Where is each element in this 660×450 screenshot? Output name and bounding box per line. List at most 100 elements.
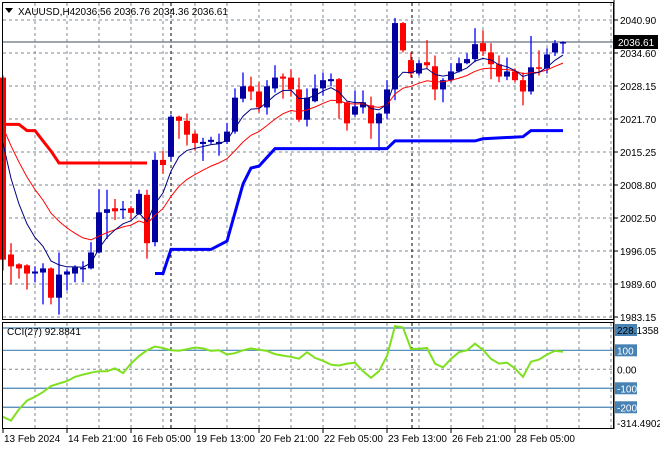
candle-body: [400, 23, 406, 51]
candle-body: [432, 66, 438, 90]
cci-level-box: [615, 344, 637, 357]
upper-step-line: [3, 122, 147, 165]
grid: [3, 3, 613, 428]
candle-body: [80, 267, 86, 270]
time-label: 22 Feb 05:00: [324, 434, 383, 445]
candle-body: [240, 86, 246, 99]
candle-body: [128, 208, 134, 213]
symbol-label: XAUUSD,H4: [18, 7, 76, 18]
candle-body: [224, 131, 230, 142]
candle-body: [296, 89, 302, 120]
candle-body: [112, 208, 118, 212]
price-label: 1996.05: [620, 247, 657, 258]
candle-body: [288, 77, 294, 90]
candle-body: [360, 102, 366, 108]
candle-body: [8, 254, 14, 267]
time-label: 23 Feb 13:00: [388, 434, 447, 445]
candle-body: [520, 80, 526, 92]
current-price-label: 2036.61: [618, 38, 655, 49]
time-label: 13 Feb 2024: [4, 434, 61, 445]
candle-body: [408, 60, 414, 74]
triangle-down-icon[interactable]: [5, 8, 13, 13]
cci-panel: 100 0.00 -100 -200 228.1358 -314.4902: [2, 324, 660, 430]
candle-body: [472, 44, 478, 60]
candle-body: [64, 271, 70, 275]
candle-body: [368, 105, 374, 124]
time-label: 20 Feb 21:00: [260, 434, 319, 445]
cci-level-label: -200: [617, 403, 637, 414]
candle-body: [32, 271, 38, 274]
candle-body: [264, 86, 270, 108]
cci-max-box: [615, 324, 637, 336]
candles: [0, 17, 566, 315]
candle-body: [56, 274, 62, 298]
candle-body: [88, 252, 94, 269]
candle-body: [192, 133, 198, 143]
candle-body: [544, 54, 550, 69]
price-label: 2034.60: [620, 49, 657, 60]
candle-body: [496, 64, 502, 77]
main-frame: [2, 2, 614, 320]
candle-body: [416, 63, 422, 74]
cci-level-label: 100: [617, 346, 634, 357]
price-label: 1989.60: [620, 280, 657, 291]
candle-body: [304, 97, 310, 120]
candle-body: [352, 106, 358, 115]
candle-body: [176, 116, 182, 121]
time-axis[interactable]: 13 Feb 2024 14 Feb 21:00 16 Feb 05:00 19 Fe…: [2, 429, 575, 445]
time-label: 14 Feb 21:00: [68, 434, 127, 445]
candle-body: [536, 67, 542, 69]
candle-body: [208, 139, 214, 142]
candle-body: [144, 194, 150, 244]
cci-line: [2, 324, 564, 422]
candle-body: [384, 89, 390, 114]
price-label: 2015.25: [620, 148, 657, 159]
ohlc-readout: 2036.56 2036.76 2034.36 2036.61: [75, 7, 228, 18]
lower-step-line: [155, 129, 563, 275]
candle-body: [456, 63, 462, 72]
candle-body: [464, 59, 470, 64]
price-label: 2028.15: [620, 82, 657, 93]
candle-body: [480, 43, 486, 52]
cci-max-label: 228.1358: [617, 326, 659, 337]
time-label: 26 Feb 21:00: [452, 434, 511, 445]
candle-body: [16, 264, 22, 269]
candle-body: [232, 97, 238, 132]
candle-body: [312, 88, 318, 102]
candle-body: [40, 268, 46, 273]
current-price-box: [614, 35, 658, 49]
candle-body: [344, 102, 350, 124]
candle-body: [152, 159, 158, 243]
fast-ma-line: [2, 54, 564, 268]
cci-level-box: [615, 382, 637, 395]
price-label: 1983.15: [620, 313, 657, 324]
time-label: 19 Feb 13:00: [196, 434, 255, 445]
candle-body: [512, 71, 518, 81]
candle-body: [216, 141, 222, 144]
candle-body: [528, 67, 534, 92]
candle-body: [184, 120, 190, 135]
candle-body: [424, 62, 430, 66]
candle-body: [280, 76, 286, 79]
candle-body: [488, 52, 494, 65]
price-label: 2008.80: [620, 181, 657, 192]
candle-body: [24, 265, 30, 274]
period-separators: [170, 3, 413, 428]
candle-body: [168, 116, 174, 157]
candle-body: [72, 267, 78, 274]
candle-body: [552, 43, 558, 53]
candle-body: [440, 80, 446, 90]
indicator-lines: [2, 54, 564, 275]
candle-body: [448, 71, 454, 81]
candle-body: [392, 23, 398, 90]
candle-body: [256, 91, 262, 108]
price-axis[interactable]: 2040.90 2034.60 2028.15 2021.70 2015.25 2008.…: [613, 0, 657, 429]
cci-level-label: 0.00: [617, 365, 637, 376]
candle-body: [376, 113, 382, 124]
cci-title: CCI(27) 92.8841: [7, 327, 81, 338]
slow-ma-line: [2, 62, 564, 241]
candle-body: [136, 193, 142, 214]
cci-level-label: -100: [617, 384, 637, 395]
